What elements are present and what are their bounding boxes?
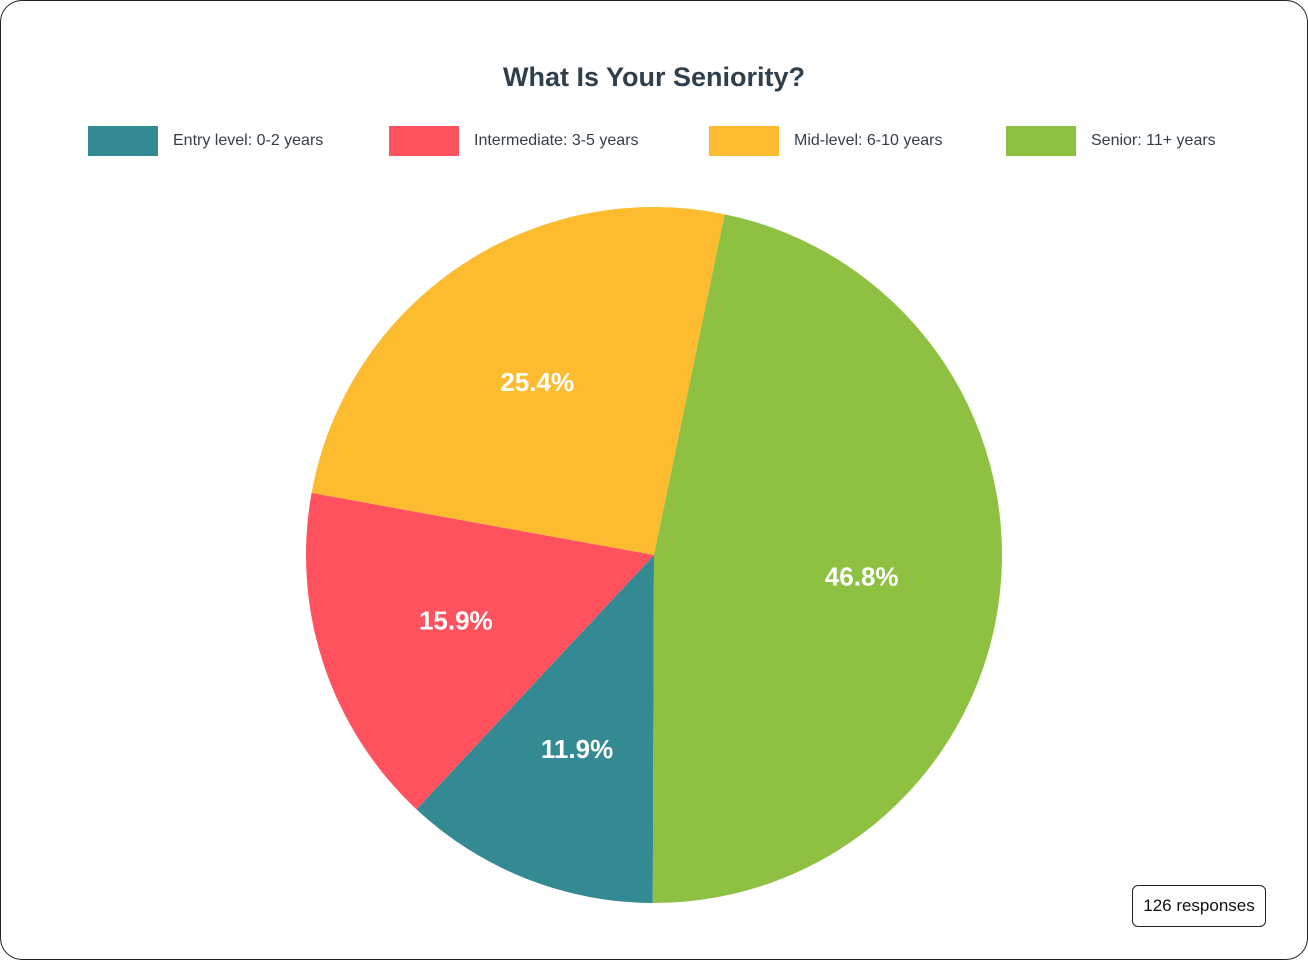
legend: Entry level: 0-2 years Intermediate: 3-5… xyxy=(0,126,1308,156)
pie-slice-0[interactable] xyxy=(416,555,654,903)
slice-label: 11.9% xyxy=(541,734,613,764)
slice-label: 25.4% xyxy=(500,367,574,397)
pie-slice-2[interactable] xyxy=(311,207,725,556)
legend-swatch xyxy=(389,126,459,156)
legend-item-entry[interactable]: Entry level: 0-2 years xyxy=(88,126,323,156)
legend-label: Senior: 11+ years xyxy=(1091,132,1216,149)
pie-slice-1[interactable] xyxy=(305,492,654,810)
legend-item-intermediate[interactable]: Intermediate: 3-5 years xyxy=(389,126,639,156)
legend-item-senior[interactable]: Senior: 11+ years xyxy=(1006,126,1216,156)
legend-label: Entry level: 0-2 years xyxy=(173,132,324,149)
pie-slice-3[interactable] xyxy=(652,214,1002,903)
legend-swatch xyxy=(1006,126,1076,156)
slice-label: 46.8% xyxy=(825,562,899,592)
legend-label: Intermediate: 3-5 years xyxy=(474,132,639,149)
legend-item-mid[interactable]: Mid-level: 6-10 years xyxy=(709,126,943,156)
chart-title: What Is Your Seniority? xyxy=(502,62,806,92)
legend-swatch xyxy=(88,126,158,156)
slice-label: 15.9% xyxy=(419,606,493,636)
legend-swatch xyxy=(709,126,779,156)
responses-badge: 126 responses xyxy=(1132,885,1266,927)
legend-label: Mid-level: 6-10 years xyxy=(794,132,943,149)
